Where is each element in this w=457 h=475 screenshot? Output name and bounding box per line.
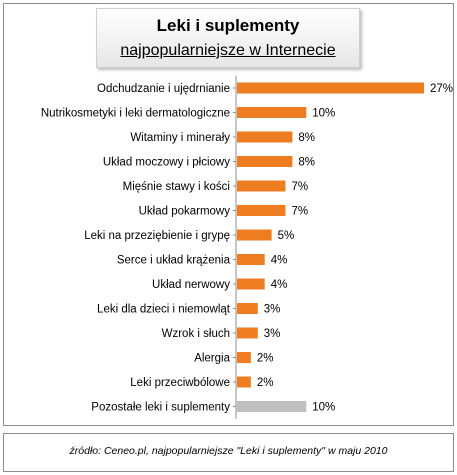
source-box: źródło: Ceneo.pl, najpopularniejsze "Lek…	[3, 433, 454, 472]
bar	[237, 180, 286, 192]
bar	[237, 278, 265, 290]
data-label: 7%	[291, 206, 308, 218]
chart-subtitle: najpopularniejsze w Internecie	[120, 42, 336, 59]
category-label: Wzrok i słuch	[162, 328, 230, 340]
bar	[237, 401, 307, 412]
category-label: Pozostałe leki i suplementy	[91, 402, 230, 414]
data-label: 3%	[264, 328, 281, 340]
category-label: Serce i układ krążenia	[117, 255, 231, 267]
source-note: źródło: Ceneo.pl, najpopularniejsze "Lek…	[69, 445, 388, 457]
data-label: 8%	[298, 132, 315, 144]
data-label: 3%	[264, 304, 281, 316]
bar	[237, 131, 293, 143]
data-label: 8%	[298, 157, 315, 169]
data-label: 10%	[312, 108, 335, 120]
bar	[237, 229, 272, 241]
bar	[237, 82, 424, 94]
category-label: Witaminy i minerały	[130, 132, 230, 144]
category-label: Nutrikosmetyki i leki dermatologiczne	[41, 108, 230, 120]
bar	[237, 327, 258, 339]
bar	[237, 376, 251, 388]
bar	[237, 107, 307, 118]
bar	[237, 205, 286, 216]
category-label: Mięśnie stawy i kości	[123, 181, 230, 193]
data-label: 10%	[312, 402, 335, 414]
bar	[237, 303, 258, 314]
category-label: Układ moczowy i płciowy	[103, 157, 230, 169]
data-label: 2%	[257, 377, 274, 389]
bar	[237, 156, 293, 167]
category-label: Leki na przeziębienie i grypę	[84, 230, 230, 242]
bar	[237, 352, 251, 363]
bar	[237, 254, 265, 265]
category-label: Leki przeciwbólowe	[130, 377, 230, 389]
category-label: Układ pokarmowy	[139, 206, 231, 218]
data-label: 4%	[271, 279, 288, 291]
category-label: Alergia	[194, 353, 230, 365]
chart-title: Leki i suplementy	[156, 16, 300, 35]
data-label: 4%	[271, 255, 288, 267]
data-label: 27%	[430, 83, 453, 95]
title-box: Leki i suplementy najpopularniejsze w In…	[96, 8, 360, 68]
data-label: 7%	[291, 181, 308, 193]
data-label: 5%	[278, 230, 295, 242]
category-label: Układ nerwowy	[152, 279, 230, 291]
bar-chart: Odchudzanie i ujędrnianie 27% Nutrikosmety…	[41, 75, 453, 419]
data-label: 2%	[257, 353, 274, 365]
category-label: Leki dla dzieci i niemowląt	[97, 304, 231, 316]
chart-frame	[3, 3, 454, 426]
category-label: Odchudzanie i ujędrnianie	[97, 83, 230, 95]
